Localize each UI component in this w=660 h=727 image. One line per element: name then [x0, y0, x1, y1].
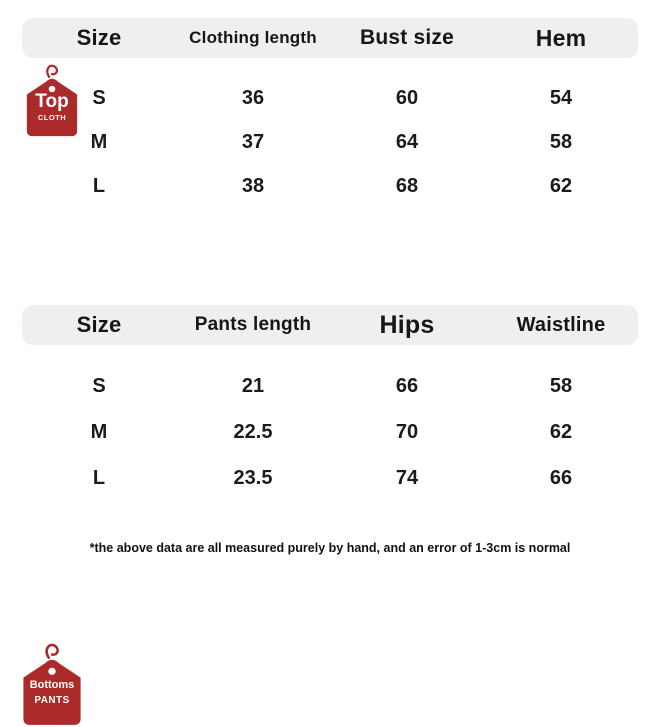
bottoms-size-table: Size Pants length Hips Waistline Bottoms…	[0, 305, 660, 725]
cell-pants-length: 22.5	[233, 420, 273, 443]
cell-size: L	[92, 174, 106, 197]
table-row: L 38 68 62	[22, 164, 638, 208]
tag-label: Bottoms	[29, 679, 75, 691]
cell-pants-length: 21	[241, 374, 265, 397]
size-chart-page: Size Clothing length Bust size Hem Top C…	[0, 18, 660, 725]
cell-bust-size: 68	[395, 174, 419, 197]
top-size-table: Size Clothing length Bust size Hem Top C…	[0, 18, 660, 218]
cell-waistline: 66	[549, 466, 573, 489]
top-cloth-tag: Top CLOTH	[23, 64, 81, 138]
cell-clothing-length: 37	[241, 130, 265, 153]
header-hem: Hem	[535, 24, 587, 51]
header-pants-length: Pants length	[194, 314, 312, 335]
bottoms-pants-tag: Bottoms PANTS	[19, 643, 85, 727]
top-table-rows: S 36 60 54 M 37 64 58 L 38 68 62	[22, 76, 638, 208]
bottoms-table-header-bar: Size Pants length Hips Waistline	[22, 305, 638, 345]
cell-size: S	[92, 86, 106, 109]
cell-hem: 62	[549, 174, 573, 197]
table-row: M 37 64 58	[22, 120, 638, 164]
header-clothing-length: Clothing length	[189, 28, 317, 47]
cell-waistline: 58	[549, 374, 573, 397]
cell-waistline: 62	[549, 420, 573, 443]
tag-sublabel: PANTS	[34, 695, 70, 707]
measurement-disclaimer: *the above data are all measured purely …	[89, 541, 571, 555]
top-table-header-bar: Size Clothing length Bust size Hem	[22, 18, 638, 58]
cell-size: M	[90, 130, 108, 153]
cell-bust-size: 64	[395, 130, 419, 153]
table-row: L 23.5 74 66	[22, 455, 638, 501]
cell-hips: 70	[395, 420, 419, 443]
table-row: S 36 60 54	[22, 76, 638, 120]
cell-size: S	[92, 374, 106, 397]
cell-bust-size: 60	[395, 86, 419, 109]
cell-clothing-length: 38	[241, 174, 265, 197]
cell-hem: 58	[549, 130, 573, 153]
header-size: Size	[76, 312, 122, 337]
header-size: Size	[76, 25, 122, 50]
cell-size: L	[92, 466, 106, 489]
cell-size: M	[90, 420, 108, 443]
cell-clothing-length: 36	[241, 86, 265, 109]
tag-label: Top	[35, 91, 69, 112]
cell-hips: 66	[395, 374, 419, 397]
header-hips: Hips	[379, 310, 435, 339]
table-row: S 21 66 58	[22, 363, 638, 409]
cell-hem: 54	[549, 86, 573, 109]
table-row: M 22.5 70 62	[22, 409, 638, 455]
header-waistline: Waistline	[516, 313, 606, 336]
cell-pants-length: 23.5	[233, 466, 273, 489]
cell-hips: 74	[395, 466, 419, 489]
header-bust-size: Bust size	[360, 26, 454, 49]
bottoms-table-rows: S 21 66 58 M 22.5 70 62 L 23.5 74 66	[22, 363, 638, 501]
hang-tag-icon	[26, 64, 78, 137]
tag-sublabel: CLOTH	[37, 112, 67, 122]
